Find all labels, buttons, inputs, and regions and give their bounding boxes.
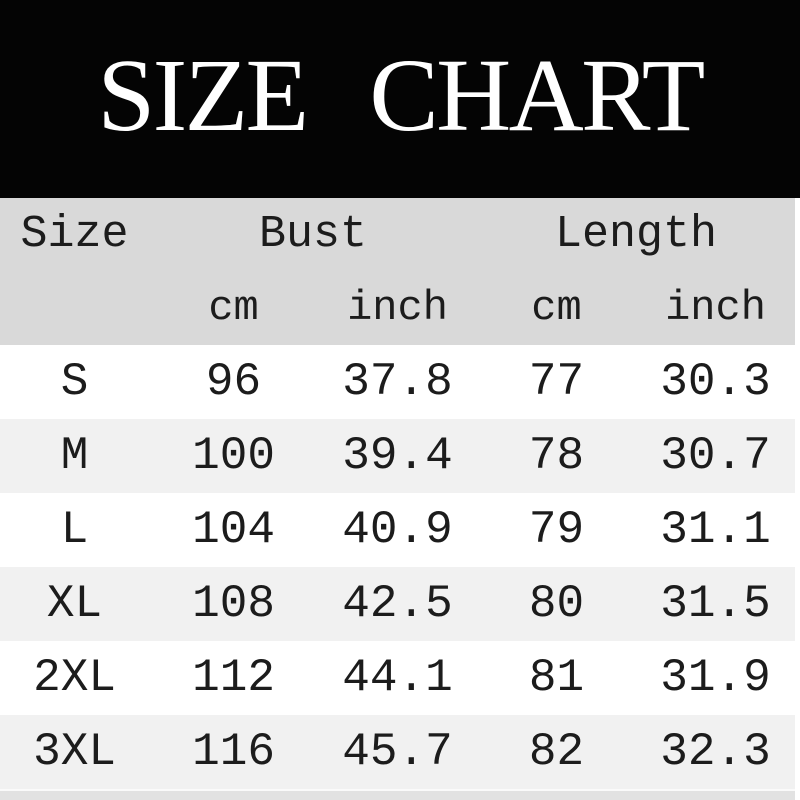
size-chart-title: SIZE CHART xyxy=(97,38,705,153)
size-label: M xyxy=(60,430,89,482)
size-label: 2XL xyxy=(33,652,116,704)
table-row: 2XL 112 44.1 81 31.9 xyxy=(0,641,795,715)
bust-inch-value: 45.7 xyxy=(342,726,453,778)
table-row: XL 108 42.5 80 31.5 xyxy=(0,567,795,641)
bust-inch-value: 42.5 xyxy=(342,578,453,630)
column-header-length: Length xyxy=(554,209,718,260)
bust-cm-value: 116 xyxy=(192,726,275,778)
bust-cm-value: 100 xyxy=(192,430,275,482)
title-banner: SIZE CHART xyxy=(0,0,800,198)
size-label: XL xyxy=(46,578,103,630)
group-header-row: Size Bust Length xyxy=(0,198,795,271)
bust-cm-value: 96 xyxy=(205,356,262,408)
bust-cm-value: 112 xyxy=(192,652,275,704)
length-inch-value: 31.5 xyxy=(660,578,771,630)
table-row: 3XL 116 45.7 82 32.3 xyxy=(0,715,795,789)
column-header-bust: Bust xyxy=(259,209,368,260)
size-label: L xyxy=(60,504,89,556)
unit-header-bust-cm: cm xyxy=(208,284,259,332)
size-label: 3XL xyxy=(33,726,116,778)
bust-inch-value: 37.8 xyxy=(342,356,453,408)
length-inch-value: 31.9 xyxy=(660,652,771,704)
table-header: Size Bust Length cm inch cm inch xyxy=(0,198,795,345)
column-header-size: Size xyxy=(20,209,129,260)
bust-cm-value: 104 xyxy=(192,504,275,556)
length-cm-value: 81 xyxy=(528,652,585,704)
length-cm-value: 82 xyxy=(528,726,585,778)
length-inch-value: 32.3 xyxy=(660,726,771,778)
length-inch-value: 30.3 xyxy=(660,356,771,408)
length-cm-value: 77 xyxy=(528,356,585,408)
length-inch-value: 30.7 xyxy=(660,430,771,482)
bust-inch-value: 44.1 xyxy=(342,652,453,704)
size-table: Size Bust Length cm inch cm inch S 96 37… xyxy=(0,198,795,800)
table-row: M 100 39.4 78 30.7 xyxy=(0,419,795,493)
table-row: S 96 37.8 77 30.3 xyxy=(0,345,795,419)
table-row: L 104 40.9 79 31.1 xyxy=(0,493,795,567)
length-inch-value: 31.1 xyxy=(660,504,771,556)
bust-inch-value: 40.9 xyxy=(342,504,453,556)
unit-header-length-cm: cm xyxy=(531,284,582,332)
length-cm-value: 78 xyxy=(528,430,585,482)
unit-header-row: cm inch cm inch xyxy=(0,271,795,345)
bottom-strip xyxy=(0,789,795,800)
unit-header-bust-inch: inch xyxy=(347,284,448,332)
length-cm-value: 80 xyxy=(528,578,585,630)
size-label: S xyxy=(60,356,89,408)
bust-inch-value: 39.4 xyxy=(342,430,453,482)
bust-cm-value: 108 xyxy=(192,578,275,630)
length-cm-value: 79 xyxy=(528,504,585,556)
unit-header-length-inch: inch xyxy=(665,284,766,332)
